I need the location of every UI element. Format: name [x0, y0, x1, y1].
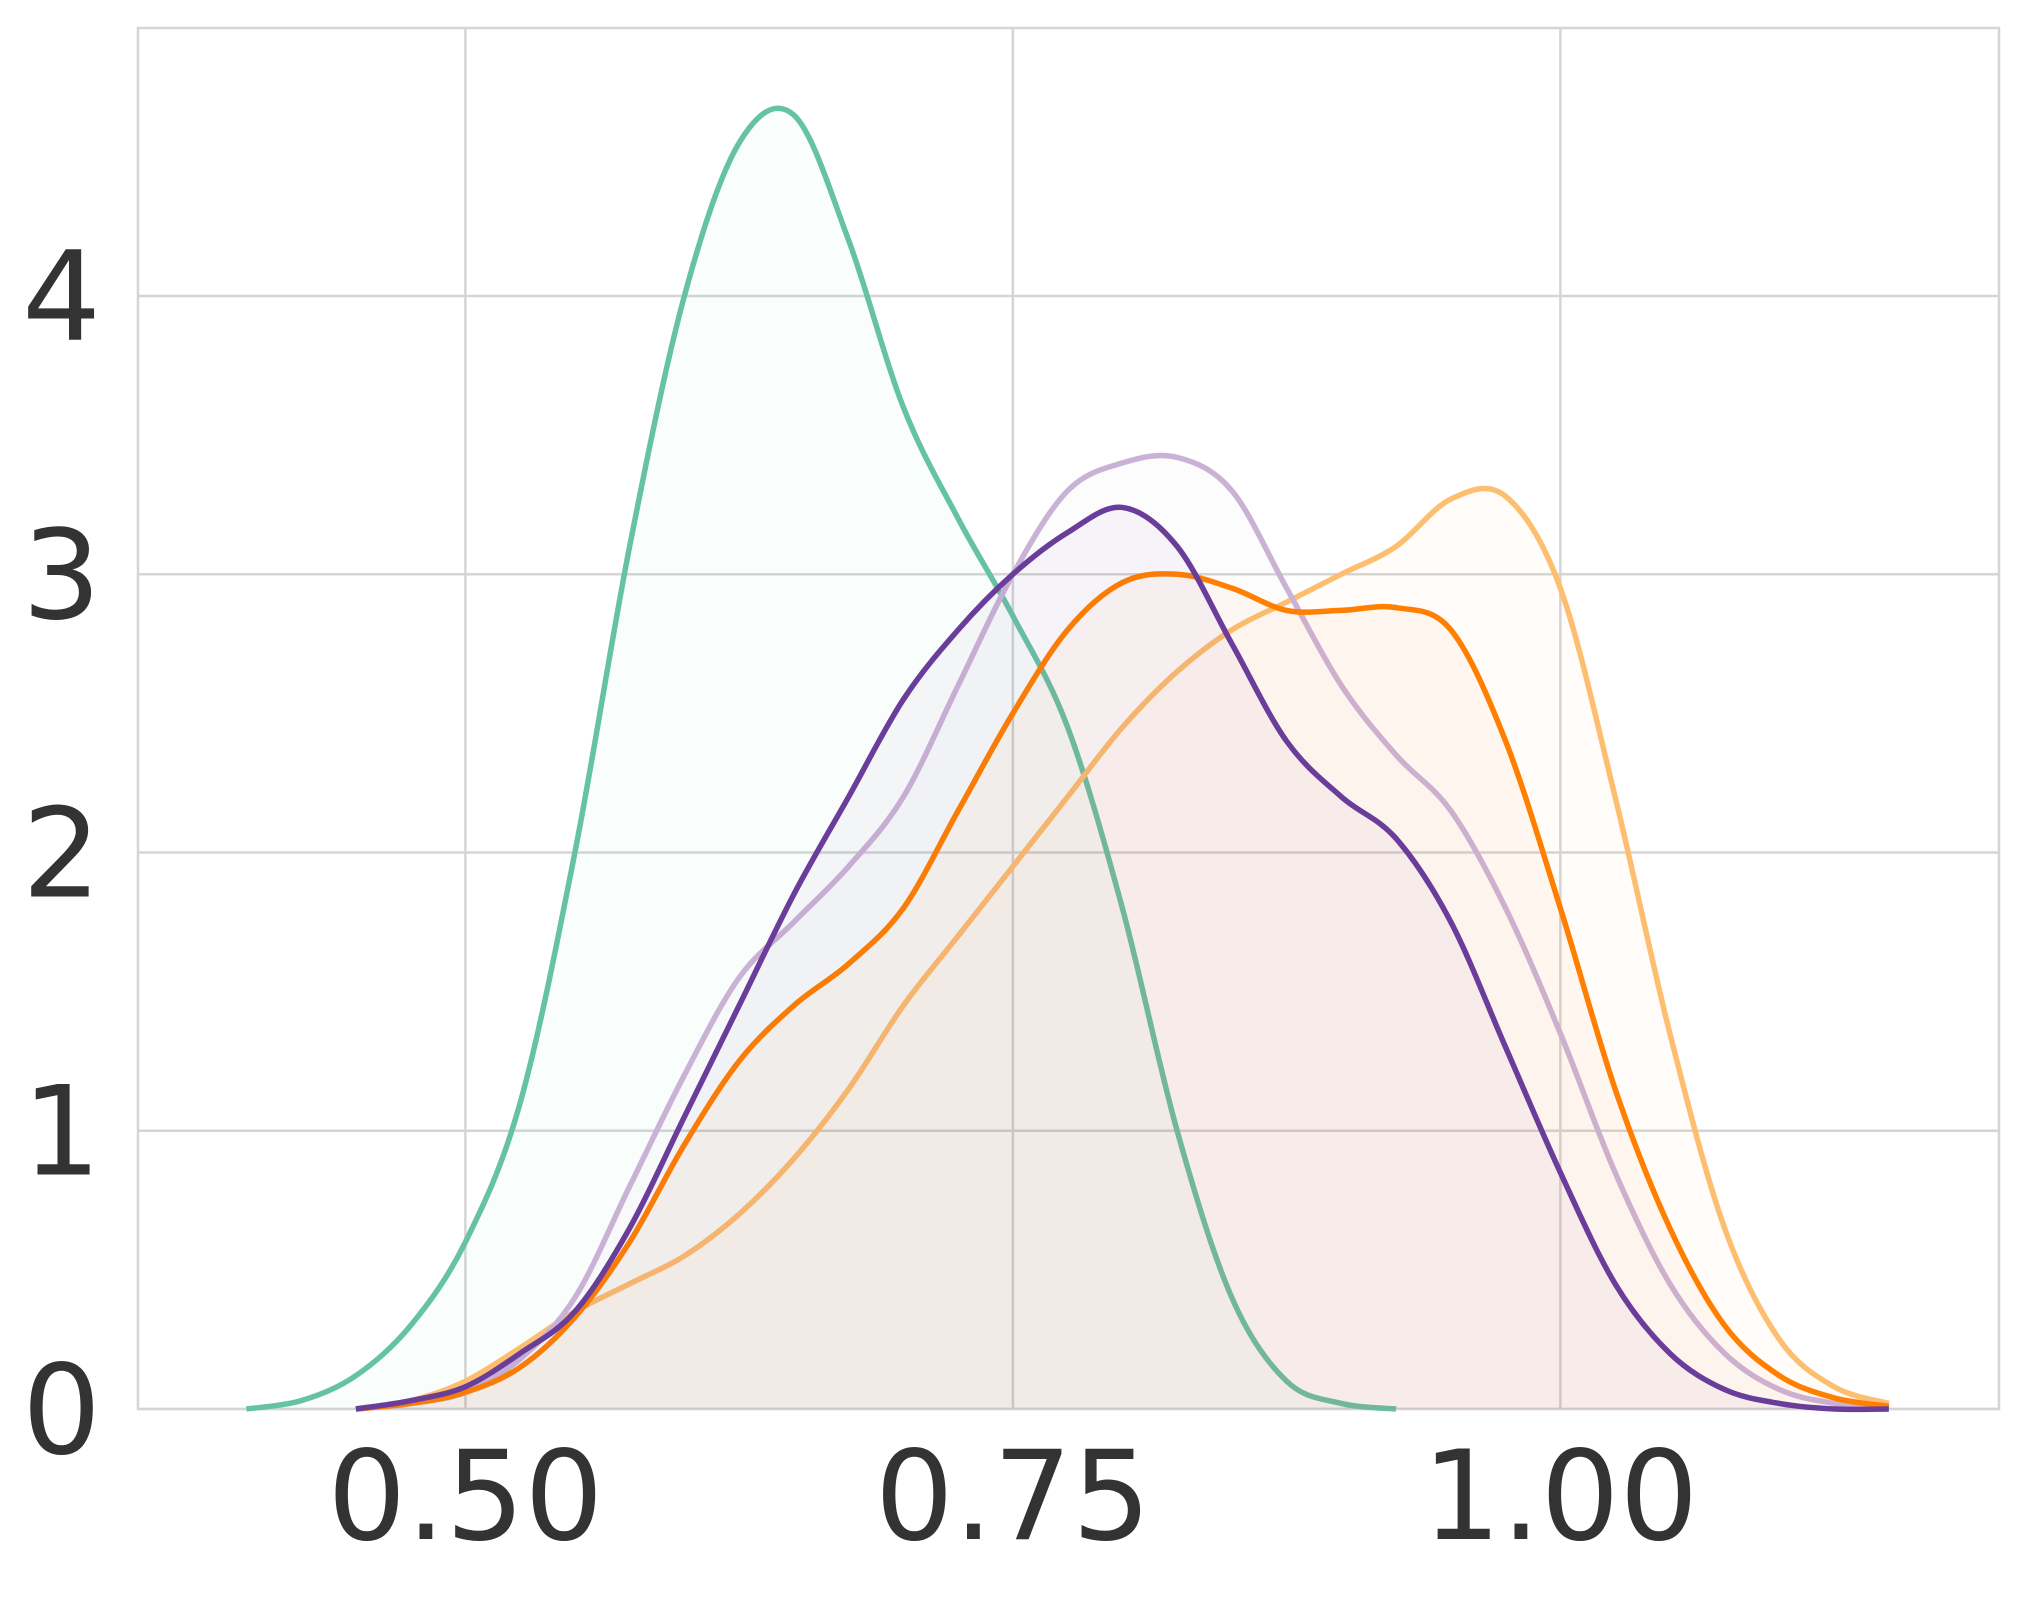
y-tick-label: 0 — [22, 1339, 101, 1483]
plot-background — [138, 28, 1999, 1409]
y-tick-label: 4 — [22, 226, 101, 370]
plot-frame — [136, 26, 2001, 1411]
y-tick-label: 2 — [22, 782, 101, 926]
density-line — [355, 452, 1890, 1412]
x-tick-label: 0.75 — [875, 1425, 1151, 1569]
density-area — [355, 455, 1889, 1409]
density-area — [355, 507, 1889, 1410]
density-area — [246, 108, 1397, 1409]
density-line — [355, 504, 1889, 1413]
x-tick-label: 1.00 — [1422, 1425, 1698, 1569]
x-tick-label: 0.50 — [327, 1425, 603, 1569]
density-line — [355, 571, 1890, 1412]
density-line — [355, 485, 1890, 1412]
density-area — [355, 488, 1889, 1409]
density-area — [355, 573, 1889, 1409]
density-line — [245, 105, 1397, 1412]
y-tick-label: 1 — [22, 1061, 101, 1205]
y-tick-label: 3 — [22, 504, 101, 648]
